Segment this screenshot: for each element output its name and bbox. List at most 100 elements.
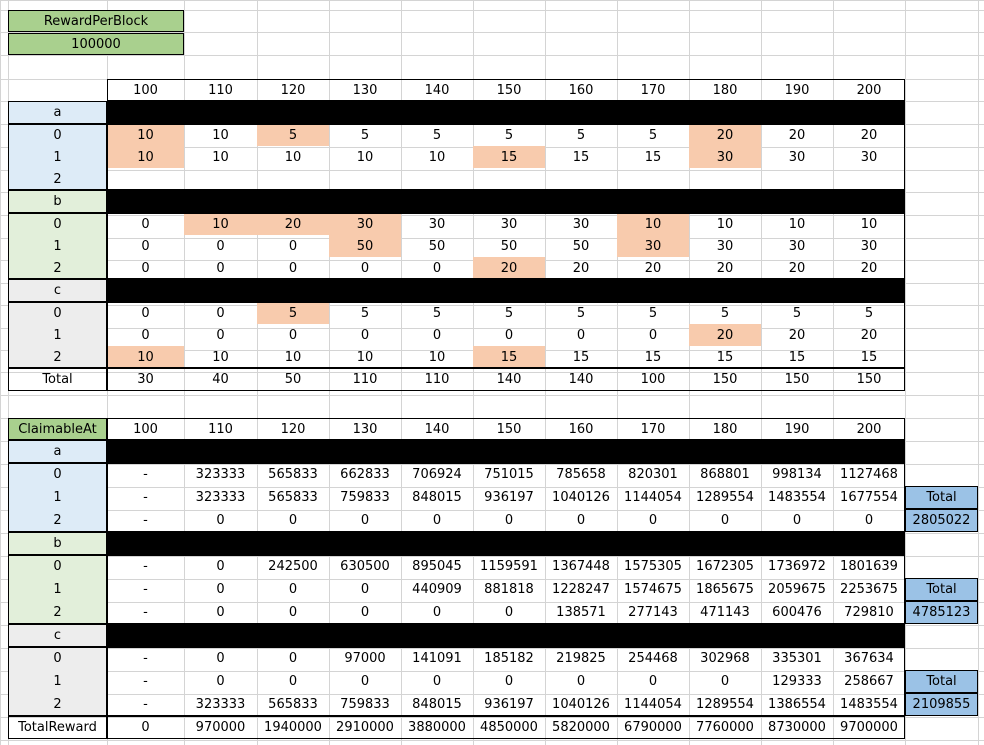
column-header[interactable]: 140 [424,82,450,98]
table-cell[interactable]: 0 [648,513,658,528]
table-cell[interactable]: 0 [216,605,225,620]
table-cell[interactable]: 335301 [772,651,822,666]
column-header[interactable]: 100 [133,82,158,98]
total-reward-cell[interactable]: 3880000 [408,720,466,735]
total-value[interactable]: 2109855 [905,693,978,716]
group-label-a[interactable]: a [8,440,107,463]
table-cell[interactable]: 20 [788,327,806,343]
table-cell[interactable]: 565833 [268,490,318,505]
row-label[interactable]: 0 [8,213,107,235]
group-label-a[interactable]: a [8,101,107,124]
table-cell[interactable]: 10 [107,124,184,146]
total-label[interactable]: Total [905,486,978,509]
column-header[interactable]: 150 [496,82,522,98]
table-cell[interactable]: 662833 [340,467,390,482]
table-cell[interactable]: 5 [720,305,730,321]
table-cell[interactable]: 0 [360,513,370,528]
table-cell[interactable]: 15 [473,146,545,168]
table-cell[interactable]: 1677554 [840,490,898,505]
table-cell[interactable]: 0 [720,674,730,689]
table-cell[interactable]: 0 [141,305,150,321]
table-cell[interactable]: 1159591 [480,559,538,574]
table-cell[interactable]: 1672305 [696,559,754,574]
row-label[interactable]: 2 [8,509,107,532]
table-cell[interactable]: 185182 [484,651,534,666]
table-cell[interactable]: 20 [716,260,734,276]
table-cell[interactable]: - [143,513,148,528]
table-cell[interactable]: 367634 [844,651,894,666]
table-cell[interactable]: 254468 [628,651,678,666]
table-cell[interactable]: 1386554 [768,697,826,712]
row-label[interactable]: 2 [8,693,107,716]
table-cell[interactable]: 895045 [412,559,462,574]
table-cell[interactable]: - [143,582,148,597]
table-cell[interactable]: 759833 [340,697,390,712]
table-cell[interactable]: 759833 [340,490,390,505]
table-cell[interactable]: 0 [432,605,442,620]
total-cell[interactable]: 50 [284,372,302,387]
row-label[interactable]: 1 [8,146,107,168]
table-cell[interactable]: 1040126 [552,490,610,505]
column-header[interactable]: 160 [568,421,594,437]
table-cell[interactable]: 20 [788,260,806,276]
table-cell[interactable]: 258667 [844,674,894,689]
column-header[interactable]: 110 [208,421,233,437]
column-header[interactable]: 160 [568,82,594,98]
row-label[interactable]: 0 [8,124,107,146]
table-cell[interactable]: 30 [860,238,878,254]
table-cell[interactable]: 0 [288,582,298,597]
table-cell[interactable]: 5 [576,305,586,321]
table-cell[interactable]: 5 [504,127,514,143]
table-cell[interactable]: 0 [576,513,586,528]
table-cell[interactable]: 10 [107,346,184,368]
table-cell[interactable]: - [143,674,148,689]
table-cell[interactable]: 10 [284,149,302,165]
column-header[interactable]: 180 [712,421,738,437]
table-cell[interactable]: 15 [572,149,590,165]
row-label[interactable]: 2 [8,168,107,190]
total-reward-cell[interactable]: 8730000 [768,720,826,735]
table-cell[interactable]: 10 [428,149,446,165]
column-header[interactable]: 190 [784,82,810,98]
table-cell[interactable]: 15 [473,346,545,368]
table-cell[interactable]: 0 [288,238,298,254]
table-cell[interactable]: 129333 [772,674,822,689]
total-cell[interactable]: 150 [784,372,810,387]
table-cell[interactable]: 10 [716,216,734,232]
table-cell[interactable]: 0 [141,327,150,343]
table-cell[interactable]: 630500 [340,559,390,574]
total-cell[interactable]: 150 [712,372,738,387]
total-reward-label[interactable]: TotalReward [8,716,107,739]
table-cell[interactable]: 0 [648,674,658,689]
table-cell[interactable]: 30 [428,216,446,232]
table-cell[interactable]: 30 [572,216,590,232]
table-cell[interactable]: 30 [617,235,689,257]
reward-value[interactable]: 100000 [8,33,184,55]
table-cell[interactable]: 1144054 [624,490,682,505]
table-cell[interactable]: 0 [288,651,298,666]
table-cell[interactable]: 10 [356,149,374,165]
table-cell[interactable]: 0 [720,513,730,528]
total-label[interactable]: Total [905,578,978,601]
table-cell[interactable]: 0 [504,674,514,689]
table-cell[interactable]: 15 [860,349,878,365]
table-cell[interactable]: 20 [572,260,590,276]
row-label[interactable]: 2 [8,346,107,368]
table-cell[interactable]: 50 [500,238,518,254]
table-cell[interactable]: 10 [212,127,229,143]
total-label[interactable]: Total [8,368,107,391]
column-header[interactable]: 130 [352,421,378,437]
table-cell[interactable]: 50 [428,238,446,254]
table-cell[interactable]: 0 [141,238,150,254]
table-cell[interactable]: 138571 [556,605,606,620]
table-cell[interactable]: 5 [257,124,329,146]
row-label[interactable]: 0 [8,302,107,324]
table-cell[interactable]: 729810 [844,605,894,620]
table-cell[interactable]: 785658 [556,467,606,482]
row-label[interactable]: 0 [8,555,107,578]
table-cell[interactable]: 0 [216,582,225,597]
table-cell[interactable]: 0 [360,327,370,343]
column-header[interactable]: 130 [352,82,378,98]
table-cell[interactable]: 5 [257,302,329,324]
table-cell[interactable]: 277143 [628,605,678,620]
